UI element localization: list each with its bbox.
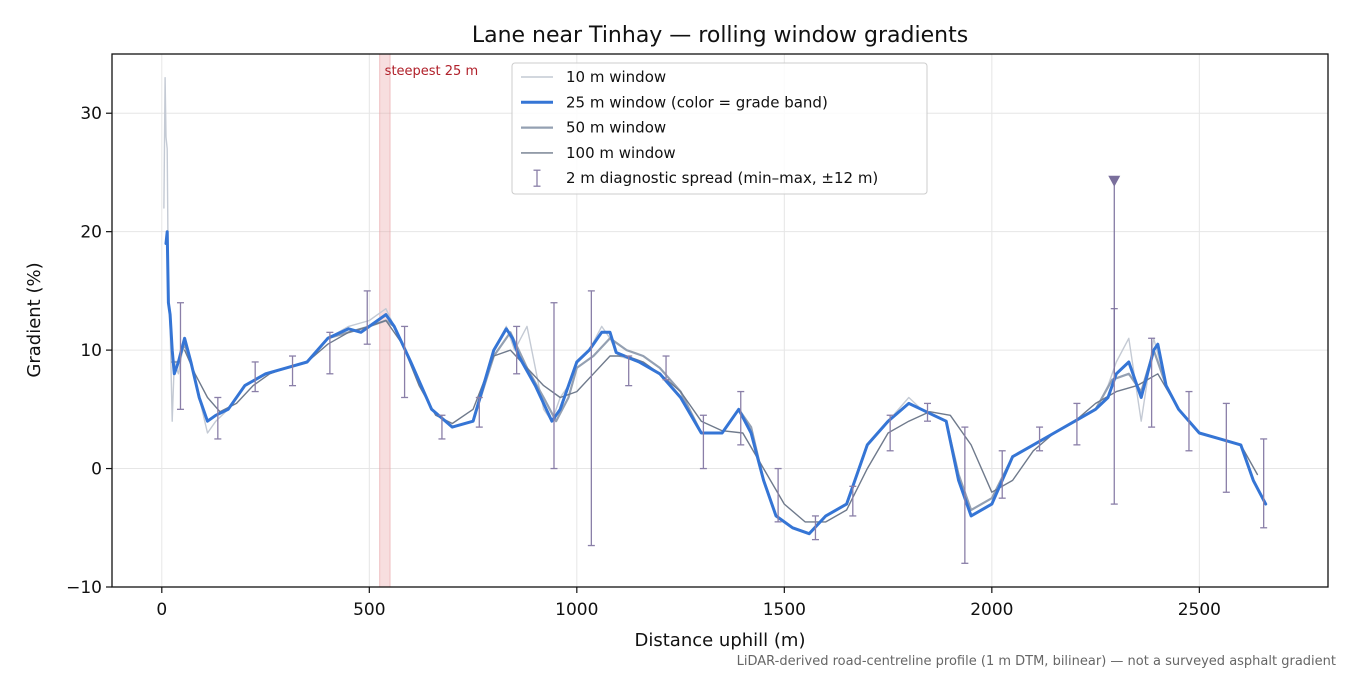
y-tick-label: 30 xyxy=(80,104,102,124)
x-tick-label: 1000 xyxy=(555,600,598,620)
x-tick-label: 2000 xyxy=(970,600,1013,620)
chart-title: Lane near Tinhay — rolling window gradie… xyxy=(472,23,968,48)
y-axis-label: Gradient (%) xyxy=(24,262,45,377)
legend-entry: 50 m window xyxy=(566,119,666,137)
y-tick-label: 0 xyxy=(91,460,102,480)
steepest-label: steepest 25 m xyxy=(385,64,478,79)
plot-area: steepest 25 m 0 500 1000 1500 2000 2500 −10 0 10 2… xyxy=(66,53,1329,620)
series-line-2 xyxy=(164,230,1268,536)
legend: 10 m window 25 m window (color = grade ba… xyxy=(511,62,928,195)
legend-box xyxy=(511,62,928,195)
legend-entry: 25 m window (color = grade band) xyxy=(566,93,828,111)
legend-entry: 2 m diagnostic spread (min–max, ±12 m) xyxy=(566,169,878,187)
legend-entry: 100 m window xyxy=(566,144,676,162)
axes-frame xyxy=(111,53,1329,588)
x-tick-label: 2500 xyxy=(1178,600,1221,620)
footnote: LiDAR-derived road-centreline profile (1… xyxy=(737,654,1336,669)
x-axis-label: Distance uphill (m) xyxy=(635,630,806,651)
x-tick-label: 1500 xyxy=(763,600,806,620)
legend-entry: 10 m window xyxy=(566,68,666,86)
y-tick-label: 10 xyxy=(80,341,102,361)
y-tick-label: −10 xyxy=(66,578,102,598)
outlier-marker xyxy=(1108,175,1121,187)
x-tick-label: 0 xyxy=(156,600,167,620)
x-tick-label: 500 xyxy=(353,600,385,620)
y-tick-label: 20 xyxy=(80,223,102,243)
